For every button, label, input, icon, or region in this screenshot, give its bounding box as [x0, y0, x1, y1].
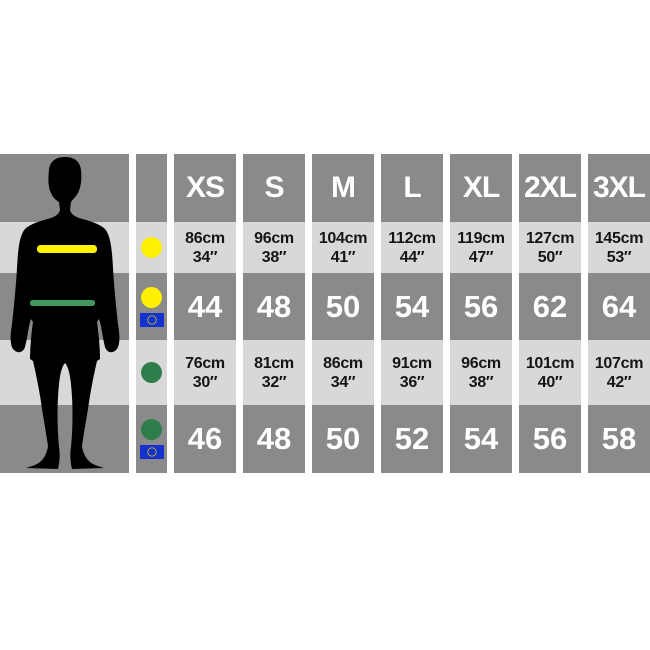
indicator-column-header — [136, 154, 167, 222]
cell-chest-eu-xs: 44 — [174, 273, 236, 340]
cell-waist-m: 86cm 34″ — [312, 340, 374, 405]
cell-chest-2xl: 127cm 50″ — [519, 222, 581, 273]
waist-eu-row-indicator — [136, 405, 167, 473]
yellow-dot-icon — [141, 237, 162, 258]
yellow-dot-icon — [141, 286, 162, 308]
eu-flag-icon — [139, 312, 164, 327]
header-xl: XL — [450, 154, 512, 222]
band-row-4 — [0, 405, 129, 473]
cell-waist-eu-3xl: 58 — [588, 405, 650, 473]
size-chart: XS S M L XL 2XL 3XL 86cm 34″ 96cm 38″ 104c… — [0, 154, 650, 473]
cell-chest-xs: 86cm 34″ — [174, 222, 236, 273]
header-l: L — [381, 154, 443, 222]
cell-chest-eu-s: 48 — [243, 273, 305, 340]
cell-waist-l: 91cm 36″ — [381, 340, 443, 405]
cell-chest-eu-2xl: 62 — [519, 273, 581, 340]
chest-measure-line — [37, 245, 97, 253]
cell-chest-l: 112cm 44″ — [381, 222, 443, 273]
cell-waist-eu-xs: 46 — [174, 405, 236, 473]
male-body-silhouette — [10, 157, 120, 469]
cell-chest-eu-xl: 56 — [450, 273, 512, 340]
cell-waist-s: 81cm 32″ — [243, 340, 305, 405]
cell-waist-2xl: 101cm 40″ — [519, 340, 581, 405]
green-dot-icon — [141, 362, 162, 383]
cell-chest-m: 104cm 41″ — [312, 222, 374, 273]
green-dot-icon — [141, 419, 162, 440]
cell-waist-xl: 96cm 38″ — [450, 340, 512, 405]
chest-eu-row-indicator — [136, 273, 167, 340]
eu-flag-icon — [139, 445, 164, 459]
cell-waist-eu-s: 48 — [243, 405, 305, 473]
header-2xl: 2XL — [519, 154, 581, 222]
waist-row-indicator — [136, 340, 167, 405]
waist-measure-line — [30, 300, 95, 306]
cell-chest-xl: 119cm 47″ — [450, 222, 512, 273]
chest-row-indicator — [136, 222, 167, 273]
cell-chest-eu-m: 50 — [312, 273, 374, 340]
header-xs: XS — [174, 154, 236, 222]
header-3xl: 3XL — [588, 154, 650, 222]
cell-chest-eu-3xl: 64 — [588, 273, 650, 340]
cell-waist-eu-m: 50 — [312, 405, 374, 473]
body-silhouette-panel — [0, 154, 129, 473]
cell-waist-eu-xl: 54 — [450, 405, 512, 473]
header-m: M — [312, 154, 374, 222]
cell-waist-3xl: 107cm 42″ — [588, 340, 650, 405]
cell-chest-3xl: 145cm 53″ — [588, 222, 650, 273]
cell-waist-xs: 76cm 30″ — [174, 340, 236, 405]
cell-waist-eu-l: 52 — [381, 405, 443, 473]
cell-chest-eu-l: 54 — [381, 273, 443, 340]
cell-chest-s: 96cm 38″ — [243, 222, 305, 273]
cell-waist-eu-2xl: 56 — [519, 405, 581, 473]
header-s: S — [243, 154, 305, 222]
